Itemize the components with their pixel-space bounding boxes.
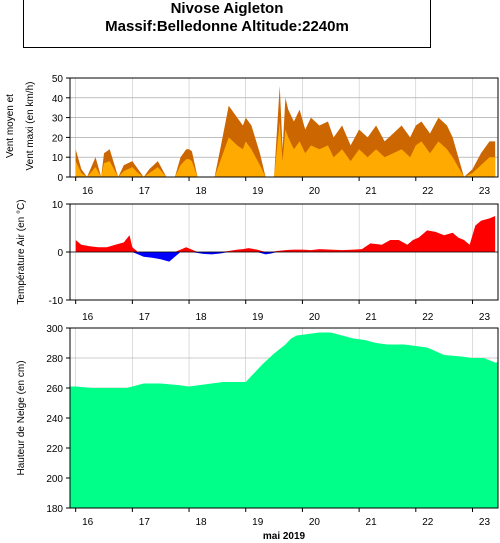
wind-ytick-label: 10 <box>52 153 64 164</box>
snow-xtick-label: 19 <box>252 517 264 528</box>
temperature-ytick-label: 0 <box>57 248 63 259</box>
wind-frame <box>69 77 499 178</box>
snow-xtick-label: 22 <box>422 517 434 528</box>
temperature-frame <box>69 203 499 301</box>
snow-depth-ylabel: Hauteur de Neige (en cm) <box>16 360 27 475</box>
wind-ytick-label: 0 <box>57 173 63 184</box>
x-axis-label: mai 2019 <box>263 531 306 542</box>
wind-xtick-label: 22 <box>422 186 434 197</box>
temperature-panel: -10 0 10 16 17 18 19 20 21 22 23 <box>49 200 499 323</box>
snow-frame <box>69 327 499 509</box>
wind-ytick-label: 20 <box>52 133 64 144</box>
temperature-xtick-label: 19 <box>252 312 264 323</box>
temperature-xtick-label: 22 <box>422 312 434 323</box>
temperature-xtick-label: 17 <box>139 312 151 323</box>
wind-xtick-label: 20 <box>309 186 321 197</box>
temperature-ylabel: Température Air (en °C) <box>16 199 27 304</box>
wind-ytick-label: 50 <box>52 74 64 85</box>
wind-xtick-label: 16 <box>82 186 94 197</box>
snow-ytick-label: 220 <box>46 444 63 455</box>
wind-xtick-label: 19 <box>252 186 264 197</box>
snow-xtick-label: 16 <box>82 517 94 528</box>
wind-panel: 0 10 20 30 40 50 16 17 18 19 20 21 22 23 <box>52 74 499 197</box>
snow-ytick-label: 280 <box>46 354 63 365</box>
chart-subtitle: Massif:Belledonne Altitude:2240m <box>105 18 349 35</box>
chart-title: Nivose Aigleton <box>170 0 284 17</box>
snow-ytick-label: 240 <box>46 414 63 425</box>
temperature-xtick-label: 21 <box>366 312 378 323</box>
wind-xtick-label: 23 <box>479 186 491 197</box>
wind-ylabel-line2: Vent maxi (en km/h) <box>25 82 36 171</box>
temperature-xtick-label: 23 <box>479 312 491 323</box>
wind-ytick-label: 40 <box>52 94 64 105</box>
temperature-xtick-label: 18 <box>195 312 207 323</box>
temperature-positive-area <box>75 216 496 252</box>
wind-xtick-label: 21 <box>366 186 378 197</box>
temperature-xtick-label: 20 <box>309 312 321 323</box>
wind-ylabel-line1: Vent moyen et <box>5 94 16 158</box>
wind-xtick-label: 17 <box>139 186 151 197</box>
wind-ytick-label: 30 <box>52 114 64 125</box>
snow-depth-panel: 180 200 220 240 260 280 300 16 17 18 19 20 21 22 23 <box>46 324 499 528</box>
snow-xtick-label: 20 <box>309 517 321 528</box>
snow-ytick-label: 180 <box>46 504 63 515</box>
temperature-ytick-label: -10 <box>49 296 64 307</box>
wind-xtick-label: 18 <box>195 186 207 197</box>
snow-ytick-label: 200 <box>46 474 63 485</box>
temperature-xtick-label: 16 <box>82 312 94 323</box>
temperature-negative-area <box>75 252 496 262</box>
snow-xtick-label: 17 <box>139 517 151 528</box>
snow-depth-area <box>70 332 498 508</box>
snow-xtick-label: 21 <box>366 517 378 528</box>
snow-ytick-label: 300 <box>46 324 63 335</box>
wind-mean-area <box>75 121 496 177</box>
snow-xtick-label: 23 <box>479 517 491 528</box>
snow-ytick-label: 260 <box>46 384 63 395</box>
temperature-ytick-label: 10 <box>52 200 64 211</box>
chart-title-box: Nivose Aigleton Massif:Belledonne Altitu… <box>23 0 431 48</box>
snow-xtick-label: 18 <box>195 517 207 528</box>
